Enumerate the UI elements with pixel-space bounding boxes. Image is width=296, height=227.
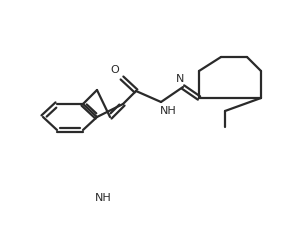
Text: NH: NH [160,106,176,116]
Text: O: O [111,65,119,75]
Text: N: N [176,74,184,84]
Text: NH: NH [95,192,111,202]
